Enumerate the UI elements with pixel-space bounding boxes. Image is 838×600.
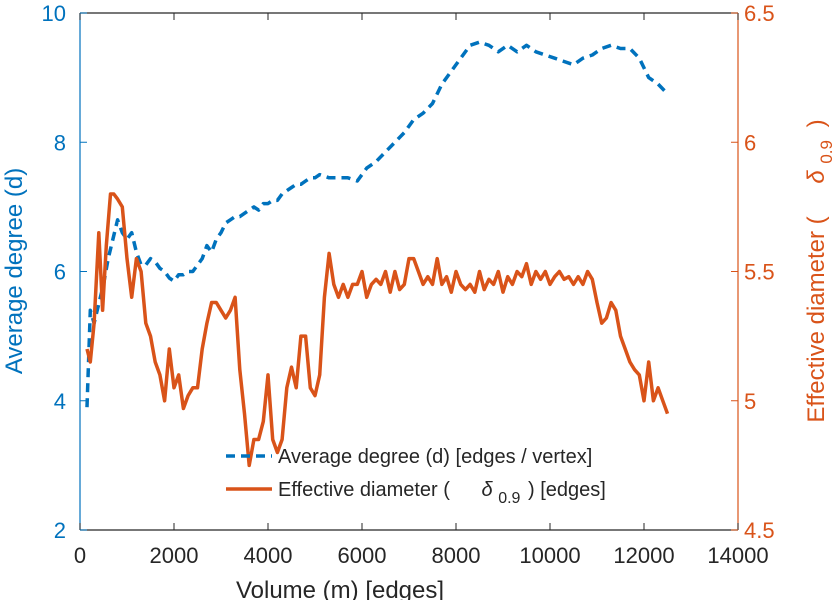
x-tick-label: 6000 [338,543,387,568]
legend-label-average-degree: Average degree (d) [edges / vertex] [278,446,592,468]
legend-label-subscript: 0.9 [498,490,520,507]
legend-label-suffix: ) [edges] [528,479,606,501]
series-layer [85,40,670,468]
x-tick-label: 10000 [519,543,580,568]
axes-layer [79,12,739,531]
right-y-tick-label: 6.5 [744,1,775,26]
left-y-tick-label: 8 [54,130,66,155]
right-y-axis-label: Effective diameter ( δ 0.9 ) [803,119,838,422]
x-tick-label: 2000 [150,543,199,568]
right-y-tick-label: 4.5 [744,518,775,543]
legend-label-effective-diameter: Effective diameter ( δ 0.9 ) [edges] [278,479,606,508]
legend-label-prefix: Effective diameter ( [278,479,450,501]
legend-label-symbol: δ [482,479,494,501]
right-y-tick-label: 6 [744,130,756,155]
x-axis-label: Volume (m) [edges] [236,577,444,600]
x-tick-label: 8000 [432,543,481,568]
x-tick-label: 14000 [707,543,768,568]
left-y-tick-label: 4 [54,389,66,414]
right-y-axis-label-prefix: Effective diameter ( [803,216,830,422]
x-tick-label: 0 [74,543,86,568]
right-y-axis-label-suffix: ) [803,119,830,127]
x-tick-label: 12000 [613,543,674,568]
series-line-average-degree [85,40,669,408]
right-y-axis-label-subscript: 0.9 [817,140,836,164]
left-y-tick-label: 10 [42,1,66,26]
right-y-tick-label: 5 [744,389,756,414]
tick-labels: 0 2000 4000 6000 8000 10000 12000 14000 2 4 6 8 10 4.… [42,1,775,568]
legend: Average degree (d) [edges / vertex] Effe… [226,446,606,508]
left-y-tick-label: 2 [54,518,66,543]
right-y-axis-label-symbol: δ [803,170,830,184]
x-tick-label: 4000 [244,543,293,568]
series-line-effective-diameter [85,192,670,468]
right-y-tick-label: 5.5 [744,260,775,285]
left-y-axis-label: Average degree (d) [1,168,28,374]
left-y-tick-label: 6 [54,260,66,285]
